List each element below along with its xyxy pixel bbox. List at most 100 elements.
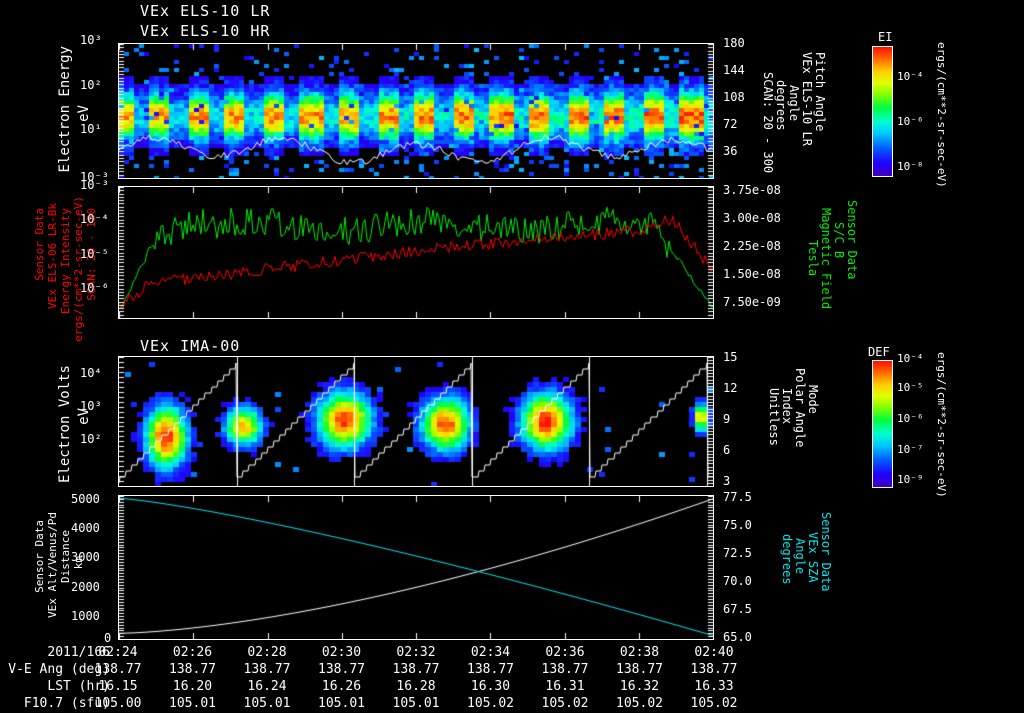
panel2-left-label-sensor-data: Sensor Data [33, 208, 46, 281]
footer-row-label: F10.7 (sfu) [23, 696, 110, 711]
panel2-ytick-2: 10⁻⁵ [80, 247, 109, 261]
panel2-right-label-quantity: Magnetic Field [819, 208, 833, 310]
footer-f107: 105.01 [169, 696, 216, 711]
panel3-rtick-1: 12 [723, 381, 738, 395]
panel3-plot-frame[interactable] [118, 356, 714, 487]
footer-lst: 16.26 [321, 679, 362, 694]
panel4-rtick-5: 65.0 [723, 630, 752, 644]
panel1-right-label-degrees: degrees [774, 80, 788, 131]
panel3-title: VEx IMA-00 [140, 337, 241, 355]
panel1-rtick-0: 180 [723, 36, 745, 50]
panel4-left-label-source: VEx Alt/Venus/Pd [46, 512, 59, 618]
footer-f107: 105.02 [467, 696, 514, 711]
panel3-right-label-mode: Mode [806, 385, 820, 414]
panel1-ytick-1: 10² [80, 78, 102, 92]
footer-f107: 105.02 [541, 696, 589, 711]
footer-row-f107: F10.7 (sfu) 105.00 105.01 105.01 105.01 105.0… [0, 696, 1024, 713]
panel4-rtick-4: 67.5 [723, 602, 752, 616]
footer-row-lst: LST (hr) 16.15 16.20 16.24 16.26 16.28 16.30 16… [0, 679, 1024, 696]
footer-time: 02:24 [98, 645, 138, 660]
footer-ve-ang: 138.77 [392, 662, 440, 677]
panel4-right-label-units: degrees [780, 534, 794, 585]
panel1-title-top: VEx ELS-10 LR [140, 2, 271, 20]
panel4-ytick-1: 4000 [71, 521, 100, 535]
footer-lst: 16.15 [98, 679, 138, 694]
panel4-right-label-quantity: Angle [793, 538, 807, 575]
panel4-ytick-5: 0 [104, 631, 112, 645]
panel1-colorbar-tick-2: 10⁻⁸ [897, 160, 924, 173]
panel2-ytick-1: 10⁻⁴ [80, 212, 109, 226]
panel1-ytick-2: 10¹ [80, 122, 102, 136]
panel4-left-label-sensor-data: Sensor Data [33, 520, 46, 593]
footer-ve-ang: 138.77 [169, 662, 216, 677]
footer-lst: 16.24 [247, 679, 287, 694]
panel3-right-label-unitless: Unitless [767, 388, 781, 446]
panel2-left-label-quantity: Energy Intensity [59, 208, 72, 314]
panel3-ytick-0: 10⁴ [80, 366, 102, 380]
panel3-rtick-3: 6 [723, 443, 731, 457]
panel2-rtick-4: 7.50e-09 [723, 295, 781, 309]
panel3-rtick-0: 15 [723, 350, 738, 364]
panel3-ytick-2: 10² [80, 432, 102, 446]
footer-ve-ang: 138.77 [467, 662, 514, 677]
footer-lst: 16.28 [396, 679, 436, 694]
panel3-ytick-1: 10³ [80, 399, 102, 413]
panel3-colorbar-tick-0: 10⁻⁴ [897, 352, 924, 365]
footer-row-label: 2011/166 [47, 645, 110, 660]
footer-time: 02:28 [247, 645, 287, 660]
panel3-colorbar-label: DEF [868, 345, 890, 359]
panel3-colorbar-units: ergs/(cm**2-sr-sec-eV) [935, 352, 948, 498]
footer-time: 02:40 [694, 645, 734, 660]
panel1-plot-frame[interactable] [118, 43, 714, 179]
footer-time: 02:30 [321, 645, 362, 660]
footer-f107: 105.01 [318, 696, 365, 711]
footer-row-time: 2011/166 02:24 02:26 02:28 02:30 02:32 02:34 02… [0, 645, 1024, 662]
footer-ve-ang: 138.77 [541, 662, 589, 677]
panel1-right-label-sensor: VEx ELS-10 LR [800, 52, 814, 146]
footer-f107: 105.02 [690, 696, 738, 711]
panel2-rtick-1: 3.00e-08 [723, 211, 781, 225]
panel2-plot-frame[interactable] [118, 186, 714, 319]
panel3-colorbar-tick-2: 10⁻⁶ [897, 412, 924, 425]
panel3-right-label-polar-angle: Polar Angle [793, 368, 807, 448]
panel2-right-label-sensor-data: Sensor Data [845, 200, 859, 280]
footer-ve-ang: 138.77 [94, 662, 142, 677]
panel4-rtick-0: 77.5 [723, 490, 752, 504]
footer-lst: 16.20 [172, 679, 213, 694]
panel4-rtick-1: 75.0 [723, 518, 752, 532]
panel4-ytick-0: 5000 [71, 492, 100, 506]
footer-time: 02:36 [545, 645, 585, 660]
panel3-colorbar-tick-3: 10⁻⁷ [897, 443, 924, 456]
panel3-colorbar-tick-1: 10⁻⁵ [897, 381, 924, 394]
panel2-rtick-2: 2.25e-08 [723, 239, 781, 253]
panel2-right-label-units: Tesla [806, 240, 820, 277]
panel2-right-label-source: S/C B [832, 222, 846, 259]
footer-row-label: V-E Ang (deg) [8, 662, 110, 677]
panel1-title-sub: VEx ELS-10 HR [140, 22, 271, 40]
panel4-right-label-source: VEx SZA [806, 532, 820, 583]
panel3-colorbar [872, 360, 893, 488]
panel1-ytick-0: 10³ [80, 33, 102, 47]
panel1-colorbar-label: EI [878, 30, 893, 44]
panel1-rtick-1: 144 [723, 63, 745, 77]
panel4-plot-frame[interactable] [118, 495, 714, 640]
footer-lst: 16.31 [545, 679, 585, 694]
footer-f107: 105.01 [392, 696, 440, 711]
panel1-right-label-pitch-angle: Pitch Angle [813, 52, 827, 132]
panel4-rtick-2: 72.5 [723, 546, 752, 560]
footer-ve-ang: 138.77 [616, 662, 663, 677]
panel1-colorbar-units: ergs/(cm**2-sr-sec-eV) [935, 42, 948, 188]
panel2-ytick-0: 10⁻³ [80, 178, 109, 192]
footer-f107: 105.01 [243, 696, 291, 711]
footer-ve-ang: 138.77 [318, 662, 365, 677]
panel4-ytick-3: 2000 [71, 580, 100, 594]
footer-f107: 105.00 [94, 696, 142, 711]
panel3-colorbar-tick-4: 10⁻⁹ [897, 473, 924, 486]
panel1-right-label-scan: SCAN: 20 - 300 [761, 72, 775, 174]
panel3-rtick-4: 3 [723, 474, 731, 488]
panel4-rtick-3: 70.0 [723, 574, 752, 588]
panel2-rtick-3: 1.50e-08 [723, 267, 781, 281]
panel3-rtick-2: 9 [723, 412, 731, 426]
panel3-ylabel-name: Electron Volts [57, 365, 73, 484]
footer-row-ve-ang: V-E Ang (deg) 138.77 138.77 138.77 138.77 138… [0, 662, 1024, 679]
